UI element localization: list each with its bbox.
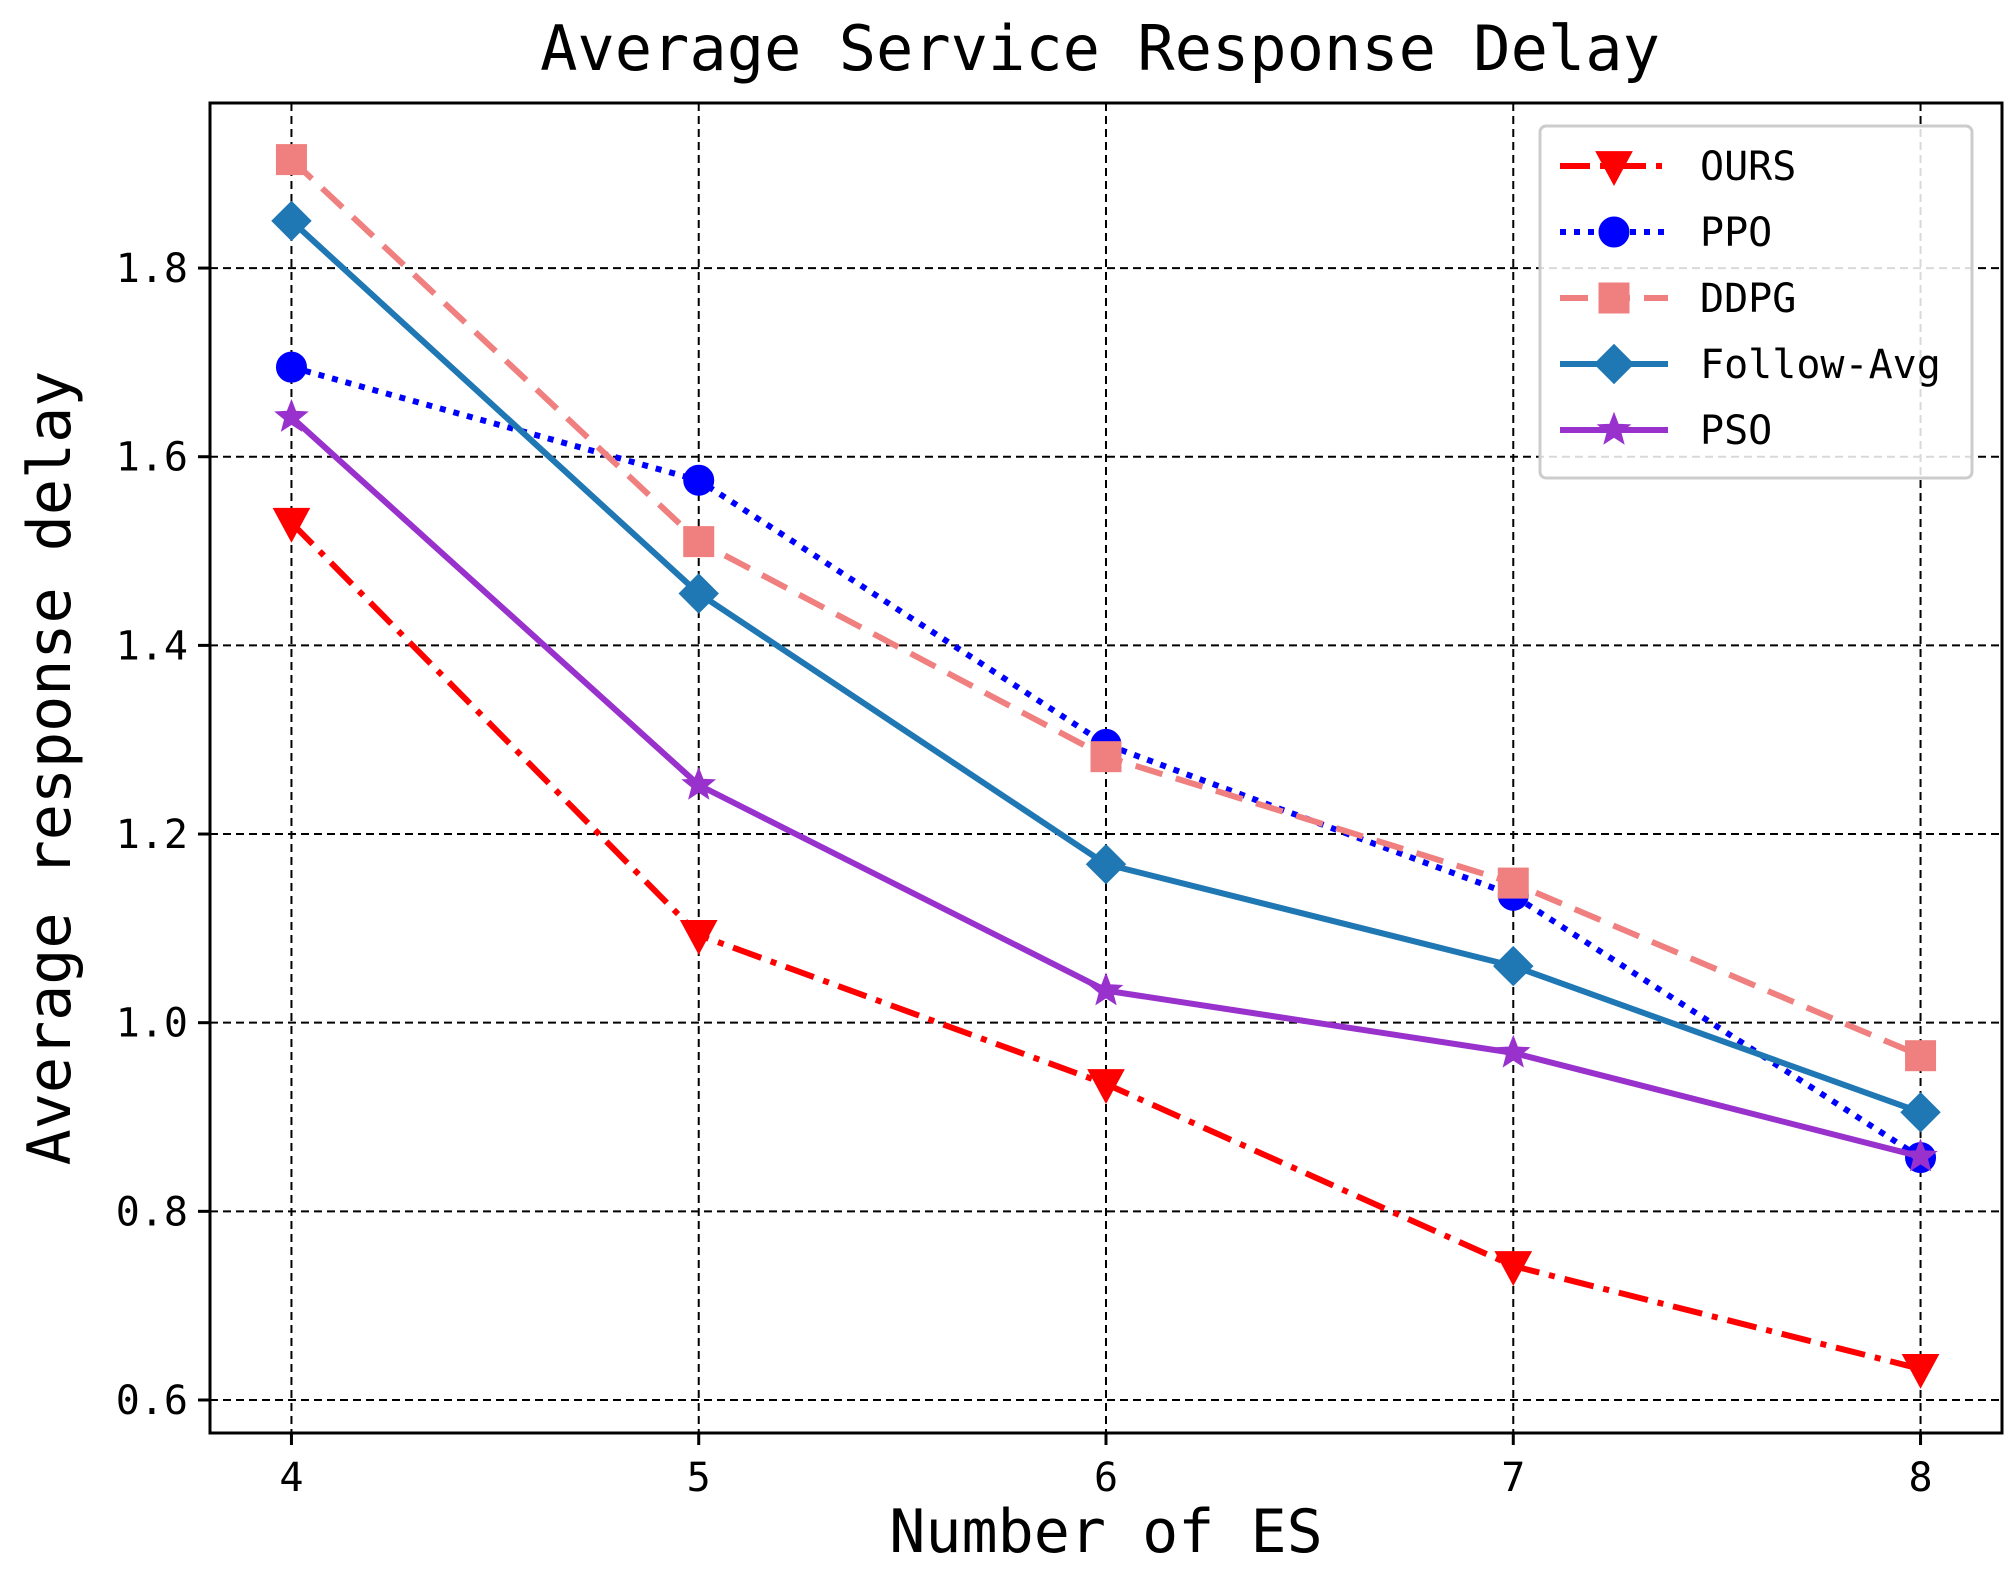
- ppo-legend-marker: [1598, 216, 1630, 248]
- y-tick-label: 0.6: [116, 1378, 188, 1424]
- pso-point: [681, 766, 717, 800]
- follow-avg-legend-label: Follow-Avg: [1700, 342, 1941, 388]
- axis-ticks: 4 5 6 7 8 0.6 0.8 1.0 1.2 1.4 1.6 1.8: [116, 246, 1933, 1501]
- follow-avg-legend-marker: [1593, 343, 1635, 385]
- ddpg-point: [1905, 1040, 1937, 1072]
- follow-avg-point: [1085, 844, 1127, 885]
- y-tick-label: 1.8: [116, 246, 188, 292]
- y-tick-label: 0.8: [116, 1189, 188, 1235]
- ddpg-legend-label: DDPG: [1700, 276, 1796, 322]
- ddpg-point: [1497, 867, 1529, 899]
- ours-point: [1901, 1353, 1940, 1389]
- x-tick-label: 8: [1908, 1455, 1932, 1501]
- x-tick-label: 7: [1501, 1455, 1525, 1501]
- ppo-series-line: [290, 364, 1923, 1161]
- ours-point: [1494, 1251, 1533, 1286]
- ppo-point: [275, 351, 307, 383]
- y-tick-label: 1.4: [116, 623, 188, 669]
- x-axis-label: Number of ES: [889, 1497, 1322, 1567]
- ddpg-legend-marker: [1598, 282, 1630, 314]
- ddpg-point: [683, 526, 715, 558]
- x-tick-label: 6: [1094, 1455, 1118, 1501]
- ppo-point: [683, 464, 715, 496]
- y-axis-label: Average response delay: [15, 371, 85, 1166]
- pso-point: [1903, 1138, 1938, 1172]
- follow-avg-point: [1493, 945, 1534, 987]
- series-lines: [271, 144, 1941, 1389]
- y-tick-label: 1.6: [116, 435, 188, 481]
- x-tick-label: 5: [687, 1455, 711, 1501]
- y-tick-label: 1.2: [116, 812, 188, 858]
- ours-point: [1087, 1069, 1125, 1104]
- follow-avg-point: [1900, 1092, 1941, 1133]
- ddpg-point: [275, 144, 307, 176]
- follow-avg-point: [271, 200, 312, 242]
- legend-box: [1538, 124, 1974, 480]
- ddpg-point: [1090, 741, 1122, 773]
- chart-title: Average Service Response Delay: [540, 12, 1660, 85]
- pso-point: [1088, 972, 1124, 1006]
- pso-legend-marker: [1596, 411, 1632, 445]
- pso-legend-label: PSO: [1700, 408, 1772, 454]
- pso-point: [1495, 1034, 1531, 1068]
- x-tick-label: 4: [279, 1455, 303, 1501]
- pso-point: [274, 398, 309, 432]
- y-tick-label: 1.0: [116, 1001, 188, 1047]
- legend: OURS PPO DDPG Follow-Avg PSO: [1538, 124, 1974, 480]
- ours-point: [679, 920, 718, 955]
- ours-legend-marker: [1595, 151, 1633, 186]
- ours-point: [272, 507, 311, 543]
- ppo-legend-label: PPO: [1700, 210, 1772, 256]
- follow-avg-point: [678, 573, 719, 614]
- ours-legend-label: OURS: [1700, 144, 1796, 190]
